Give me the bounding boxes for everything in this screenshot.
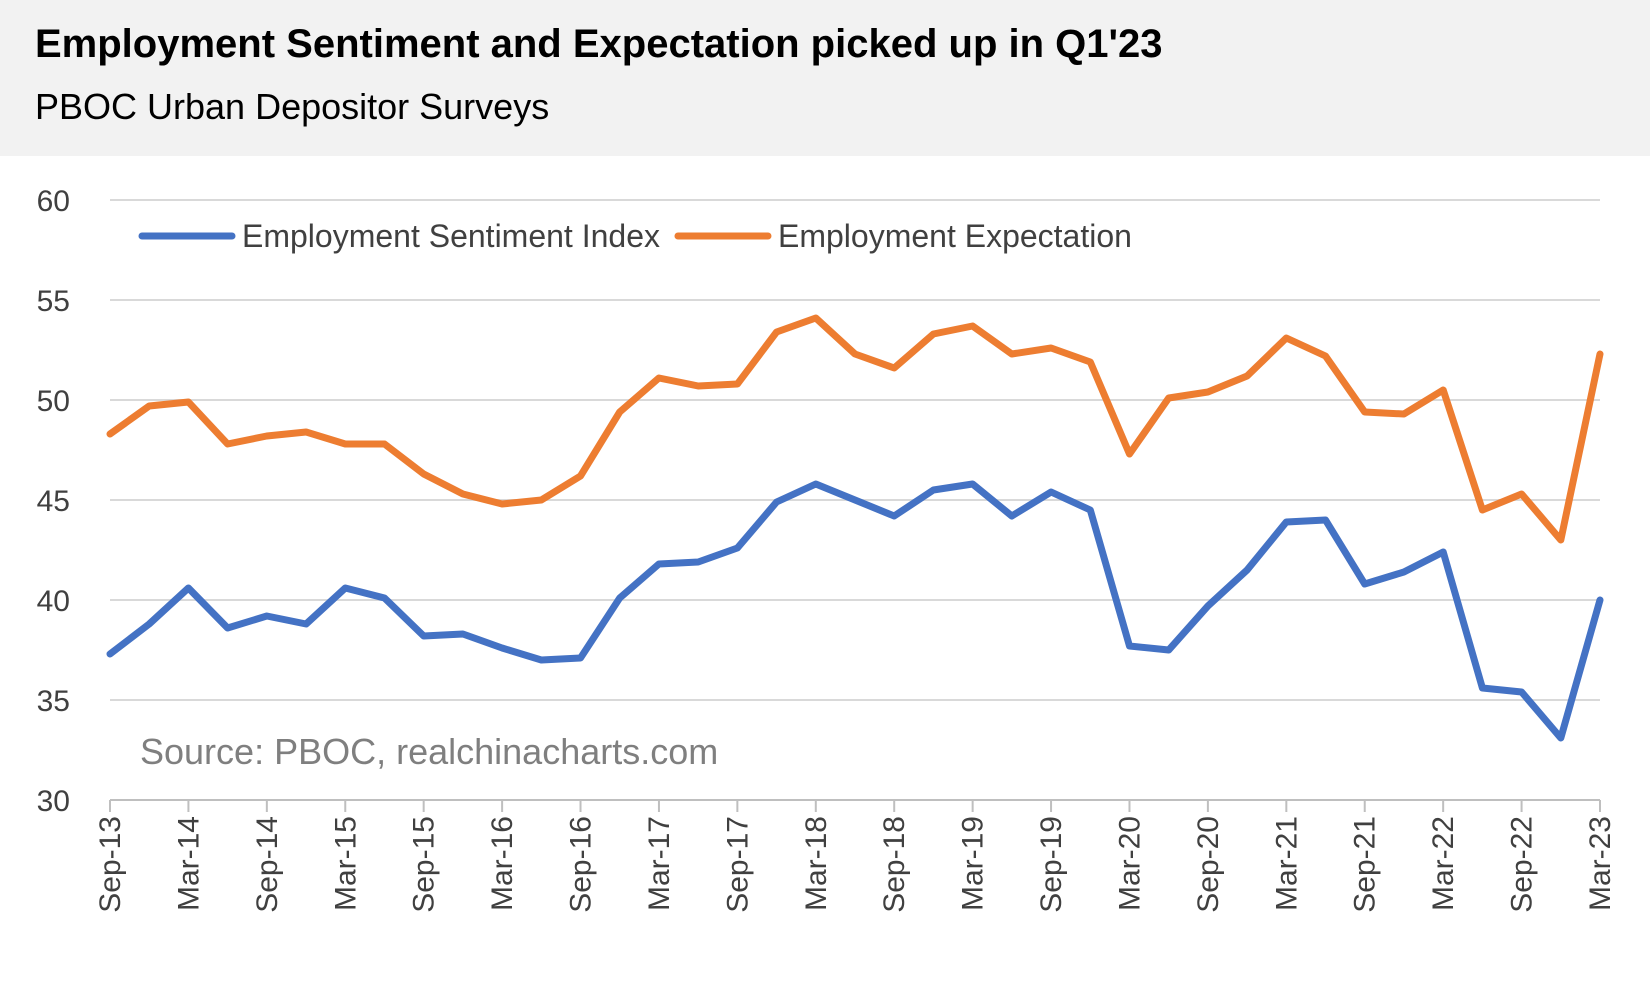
x-tick-label-Mar-14: Mar-14 bbox=[172, 816, 205, 911]
chart-subtitle: PBOC Urban Depositor Surveys bbox=[35, 86, 550, 127]
x-tick-label-Mar-21: Mar-21 bbox=[1270, 816, 1303, 911]
series-line-employment-sentiment-index bbox=[106, 480, 1604, 742]
y-tick-label-50: 50 bbox=[37, 385, 70, 418]
y-tick-label-30: 30 bbox=[37, 785, 70, 818]
x-tick-label-Sep-21: Sep-21 bbox=[1349, 816, 1382, 913]
series-line-employment-expectation bbox=[106, 314, 1604, 544]
y-tick-label-40: 40 bbox=[37, 585, 70, 618]
x-tick-label-Sep-14: Sep-14 bbox=[251, 816, 284, 913]
y-tick-label-60: 60 bbox=[37, 185, 70, 218]
x-tick-label-Sep-18: Sep-18 bbox=[878, 816, 911, 913]
x-tick-label-Sep-19: Sep-19 bbox=[1035, 816, 1068, 913]
x-tick-label-Sep-15: Sep-15 bbox=[408, 816, 441, 913]
x-axis: Sep-13 Mar-14 Sep-14 Mar-15 Sep-15 Mar-16 Sep-… bbox=[94, 799, 1617, 913]
x-tick-label-Sep-17: Sep-17 bbox=[721, 816, 754, 913]
x-tick-label-Mar-18: Mar-18 bbox=[800, 816, 833, 911]
gridlines bbox=[110, 199, 1600, 701]
x-tick-label-Sep-16: Sep-16 bbox=[565, 816, 598, 913]
x-tick-label-Sep-22: Sep-22 bbox=[1506, 816, 1539, 913]
data-series bbox=[106, 314, 1604, 742]
y-tick-label-55: 55 bbox=[37, 285, 70, 318]
legend-label-employment-expectation: Employment Expectation bbox=[778, 218, 1132, 254]
chart-title: Employment Sentiment and Expectation pic… bbox=[35, 22, 1163, 66]
x-tick-label-Mar-23: Mar-23 bbox=[1584, 816, 1617, 911]
x-tick-label-Sep-20: Sep-20 bbox=[1192, 816, 1225, 913]
x-tick-label-Mar-15: Mar-15 bbox=[329, 816, 362, 911]
x-tick-label-Mar-16: Mar-16 bbox=[486, 816, 519, 911]
source-note: Source: PBOC, realchinacharts.com bbox=[140, 731, 718, 772]
legend: Employment Sentiment Index Employment Exp… bbox=[138, 218, 1132, 254]
legend-label-employment-sentiment-index: Employment Sentiment Index bbox=[242, 218, 660, 254]
y-tick-label-45: 45 bbox=[37, 485, 70, 518]
y-axis-tick-labels: 30 35 40 45 50 55 60 bbox=[37, 185, 70, 818]
x-tick-label-Mar-20: Mar-20 bbox=[1113, 816, 1146, 911]
x-tick-label-Sep-13: Sep-13 bbox=[94, 816, 127, 913]
x-tick-label-Mar-17: Mar-17 bbox=[643, 816, 676, 911]
x-tick-label-Mar-19: Mar-19 bbox=[957, 816, 990, 911]
x-tick-label-Mar-22: Mar-22 bbox=[1427, 816, 1460, 911]
chart-header: Employment Sentiment and Expectation pic… bbox=[0, 0, 1650, 156]
y-tick-label-35: 35 bbox=[37, 685, 70, 718]
